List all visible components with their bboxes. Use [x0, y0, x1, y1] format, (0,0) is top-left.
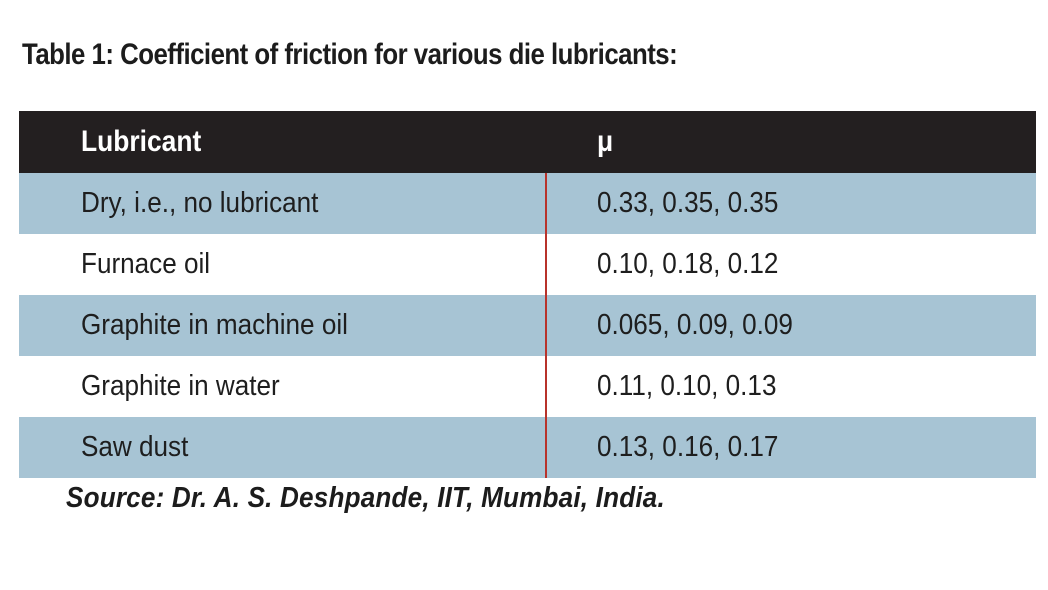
table-header-row: Lubricant μ	[19, 111, 1036, 173]
column-divider	[545, 173, 547, 478]
table-row: Furnace oil 0.10, 0.18, 0.12	[19, 234, 1036, 295]
header-mu: μ	[597, 125, 614, 158]
friction-table: Lubricant μ Dry, i.e., no lubricant 0.33…	[19, 111, 1036, 478]
lubricant-cell: Furnace oil	[81, 248, 211, 280]
lubricant-cell: Dry, i.e., no lubricant	[81, 187, 319, 219]
mu-cell: 0.065, 0.09, 0.09	[597, 309, 793, 341]
table-row: Graphite in water 0.11, 0.10, 0.13	[19, 356, 1036, 417]
mu-cell: 0.33, 0.35, 0.35	[597, 187, 779, 219]
lubricant-cell: Graphite in machine oil	[81, 309, 348, 341]
lubricant-cell: Graphite in water	[81, 370, 280, 402]
table-title: Table 1: Coefficient of friction for var…	[22, 38, 678, 71]
table-row: Graphite in machine oil 0.065, 0.09, 0.0…	[19, 295, 1036, 356]
table-row: Saw dust 0.13, 0.16, 0.17	[19, 417, 1036, 478]
mu-cell: 0.11, 0.10, 0.13	[597, 370, 777, 402]
mu-cell: 0.13, 0.16, 0.17	[597, 431, 779, 463]
header-lubricant: Lubricant	[81, 125, 202, 158]
table-row: Dry, i.e., no lubricant 0.33, 0.35, 0.35	[19, 173, 1036, 234]
lubricant-cell: Saw dust	[81, 431, 189, 463]
mu-cell: 0.10, 0.18, 0.12	[597, 248, 779, 280]
source-caption: Source: Dr. A. S. Deshpande, IIT, Mumbai…	[66, 482, 665, 514]
